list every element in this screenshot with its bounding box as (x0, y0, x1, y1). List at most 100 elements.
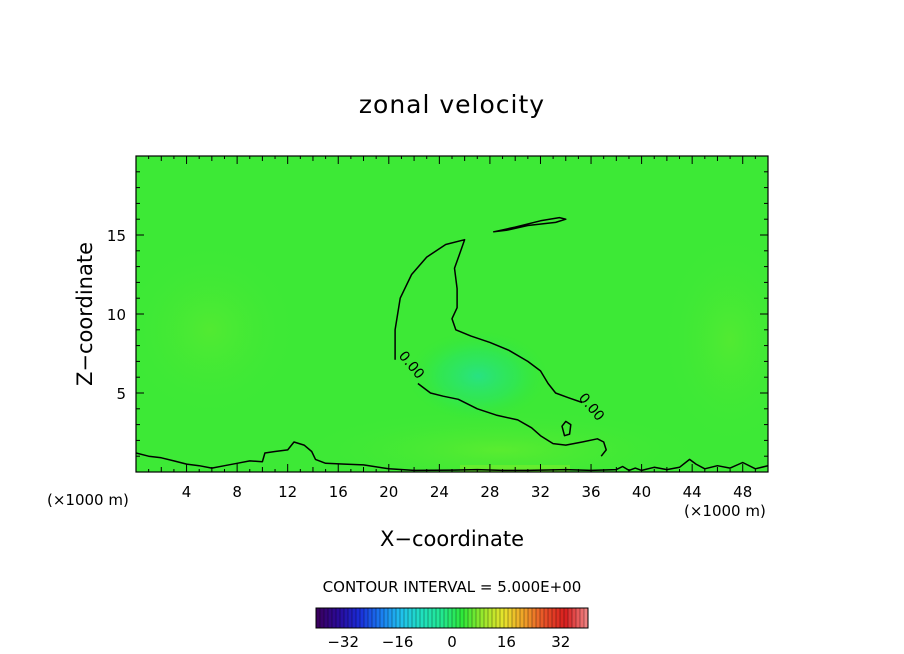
x-tick-label: 20 (379, 483, 398, 501)
colorbar-cell (344, 608, 349, 628)
colorbar-cell (576, 608, 581, 628)
colorbar-cell (388, 608, 393, 628)
colorbar-cell (348, 608, 353, 628)
contour-interval-text: CONTOUR INTERVAL = 5.000E+00 (323, 578, 582, 596)
colorbar-cell (440, 608, 445, 628)
colorbar-cell (400, 608, 405, 628)
y-axis-label: Z−coordinate (73, 242, 97, 386)
x-axis-label: X−coordinate (380, 527, 524, 551)
colorbar-cell (548, 608, 553, 628)
colorbar-cell (504, 608, 509, 628)
colorbar-cell (508, 608, 513, 628)
x-tick-label: 24 (430, 483, 449, 501)
colorbar-cell (444, 608, 449, 628)
contour-small-loop (561, 420, 572, 437)
colorbar-cell (340, 608, 345, 628)
colorbar-cell (460, 608, 465, 628)
x-unit-right: (×1000 m) (684, 502, 766, 520)
colorbar-cell (456, 608, 461, 628)
colorbar-cell (476, 608, 481, 628)
colorbar-cell (568, 608, 573, 628)
colorbar-cell (532, 608, 537, 628)
colorbar-cell (480, 608, 485, 628)
colorbar-cell (320, 608, 325, 628)
colorbar-cell (572, 608, 577, 628)
colorbar-cell (404, 608, 409, 628)
field-core (408, 331, 548, 421)
colorbar-cell (448, 608, 453, 628)
x-tick-label: 4 (182, 483, 192, 501)
colorbar-cell (520, 608, 525, 628)
colorbar-cell (528, 608, 533, 628)
colorbar-cell (540, 608, 545, 628)
colorbar-cell (416, 608, 421, 628)
colorbar-cell (392, 608, 397, 628)
colorbar-cell (364, 608, 369, 628)
colorbar-tick-label: 16 (497, 633, 516, 651)
field-shade-left (136, 240, 300, 420)
colorbar-tick-label: 32 (551, 633, 570, 651)
colorbar-cell (556, 608, 561, 628)
colorbar-cell (512, 608, 517, 628)
x-tick-label: 28 (480, 483, 499, 501)
colorbar-cell (384, 608, 389, 628)
field-shade-right (660, 230, 768, 450)
colorbar-cell (524, 608, 529, 628)
colorbar-cell (464, 608, 469, 628)
x-tick-label: 16 (329, 483, 348, 501)
colorbar-cell (424, 608, 429, 628)
colorbar-cell (492, 608, 497, 628)
x-tick-label: 36 (581, 483, 600, 501)
colorbar-cell (408, 608, 413, 628)
colorbar-cell (484, 608, 489, 628)
x-tick-label: 48 (733, 483, 752, 501)
colorbar-cell (560, 608, 565, 628)
x-tick-label: 12 (278, 483, 297, 501)
colorbar-cell (428, 608, 433, 628)
plot-area (136, 156, 768, 472)
colorbar-cell (552, 608, 557, 628)
colorbar-tick-label: −16 (382, 633, 414, 651)
colorbar-cell (328, 608, 333, 628)
colorbar-cell (564, 608, 569, 628)
colorbar-cell (420, 608, 425, 628)
x-tick-label: 40 (632, 483, 651, 501)
colorbar-cell (432, 608, 437, 628)
colorbar-cell (472, 608, 477, 628)
colorbar-cell (436, 608, 441, 628)
colorbar-cell (584, 608, 589, 628)
y-tick-label: 5 (116, 385, 126, 403)
colorbar-cell (376, 608, 381, 628)
colorbar: −32 −16 0 16 32 (315, 607, 589, 651)
colorbar-cell (536, 608, 541, 628)
colorbar-cell (488, 608, 493, 628)
colorbar-frame (315, 607, 589, 629)
colorbar-cell (500, 608, 505, 628)
contour-upper-closed (492, 216, 567, 233)
colorbar-cell (380, 608, 385, 628)
contour-zero-lower (417, 382, 607, 457)
contour-zero-tongue (394, 238, 583, 404)
colorbar-cell (324, 608, 329, 628)
colorbar-cell (496, 608, 501, 628)
colorbar-cell (452, 608, 457, 628)
colorbar-cell (360, 608, 365, 628)
colorbar-cell (352, 608, 357, 628)
colorbar-cell (544, 608, 549, 628)
y-tick-label: 10 (107, 306, 126, 324)
colorbar-cell (368, 608, 373, 628)
colorbar-tick-label: −32 (327, 633, 359, 651)
colorbar-cell (468, 608, 473, 628)
colorbar-cell (516, 608, 521, 628)
colorbar-cell (412, 608, 417, 628)
colorbar-tick-label: 0 (447, 633, 457, 651)
colorbar-cell (356, 608, 361, 628)
x-unit-left: (×1000 m) (47, 491, 129, 509)
colorbar-cell (332, 608, 337, 628)
colorbar-cell (316, 608, 321, 628)
x-tick-label: 44 (683, 483, 702, 501)
colorbar-cell (580, 608, 585, 628)
colorbar-cell (396, 608, 401, 628)
